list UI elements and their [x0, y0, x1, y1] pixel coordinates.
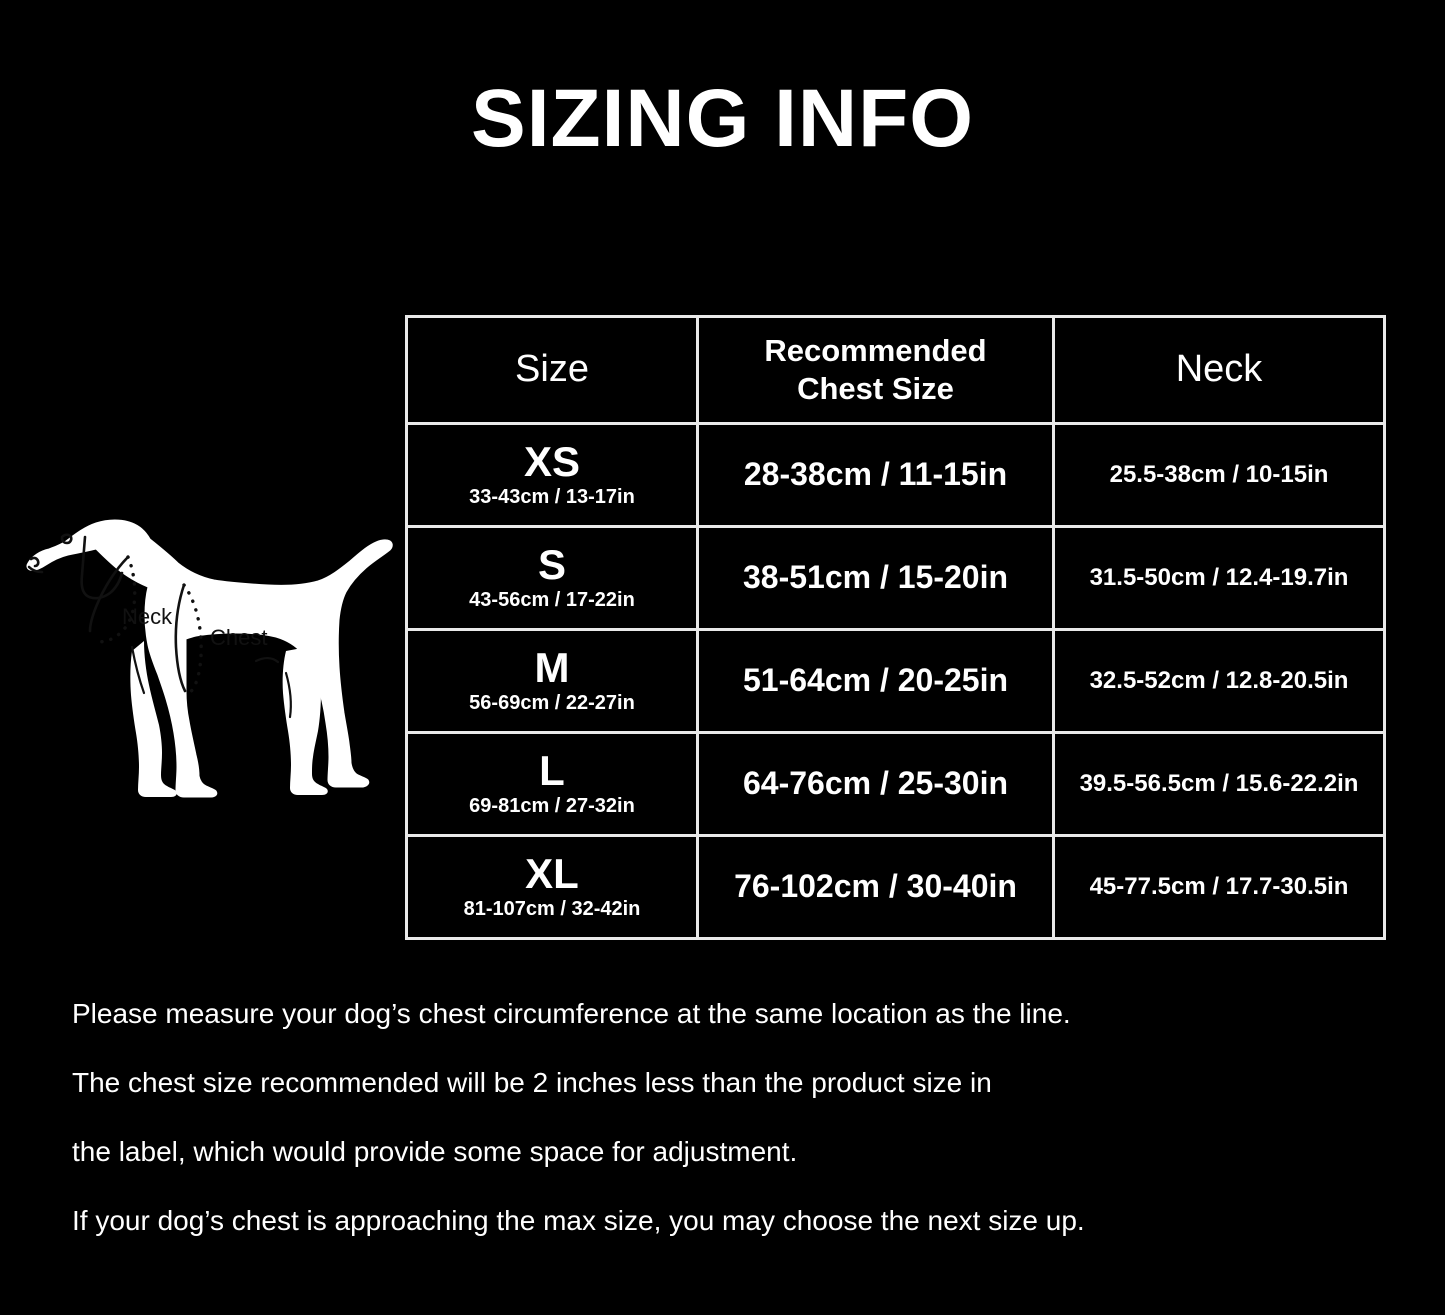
- cell-neck: 39.5-56.5cm / 15.6-22.2in: [1052, 731, 1386, 837]
- header-chest-line1: Recommended: [764, 332, 987, 368]
- cell-neck: 45-77.5cm / 17.7-30.5in: [1052, 834, 1386, 940]
- chest-value: 51-64cm / 20-25in: [742, 662, 1009, 699]
- dog-shoulder-line: [130, 645, 146, 695]
- table-row: M 56-69cm / 22-27in 51-64cm / 20-25in 32…: [405, 628, 1386, 734]
- chest-value: 28-38cm / 11-15in: [743, 456, 1008, 493]
- chest-measure-dotted: [182, 583, 203, 695]
- neck-value: 31.5-50cm / 12.4-19.7in: [1089, 563, 1349, 591]
- dog-illustration: [18, 495, 418, 815]
- cell-chest: 51-64cm / 20-25in: [696, 628, 1055, 734]
- table-row: S 43-56cm / 17-22in 38-51cm / 15-20in 31…: [405, 525, 1386, 631]
- cell-size: XL 81-107cm / 32-42in: [405, 834, 699, 940]
- cell-size: XS 33-43cm / 13-17in: [405, 422, 699, 528]
- cell-chest: 64-76cm / 25-30in: [696, 731, 1055, 837]
- size-code: M: [534, 643, 570, 691]
- dog-hind-far-leg: [282, 645, 328, 795]
- header-chest-line2: Chest Size: [797, 371, 954, 406]
- neck-measure-solid: [88, 555, 130, 633]
- dog-flank-line: [254, 657, 280, 664]
- cell-size: S 43-56cm / 17-22in: [405, 525, 699, 631]
- dog-silhouette-svg: [26, 519, 393, 798]
- neck-value: 45-77.5cm / 17.7-30.5in: [1089, 872, 1349, 900]
- table-row: XL 81-107cm / 32-42in 76-102cm / 30-40in…: [405, 834, 1386, 940]
- neck-value: 25.5-38cm / 10-15in: [1109, 460, 1329, 488]
- instruction-line: the label, which would provide some spac…: [72, 1136, 798, 1167]
- size-code: L: [539, 746, 565, 794]
- size-range: 56-69cm / 22-27in: [469, 692, 635, 715]
- table-row: XS 33-43cm / 13-17in 28-38cm / 11-15in 2…: [405, 422, 1386, 528]
- chest-value: 76-102cm / 30-40in: [734, 868, 1017, 905]
- chest-measure-label: Chest: [210, 625, 268, 650]
- size-code: S: [537, 540, 566, 588]
- header-chest: Recommended Chest Size: [696, 315, 1055, 425]
- size-range: 69-81cm / 27-32in: [469, 795, 635, 818]
- instruction-line: The chest size recommended will be 2 inc…: [72, 1067, 992, 1098]
- size-range: 81-107cm / 32-42in: [463, 898, 641, 921]
- neck-measure-label: Neck: [122, 604, 173, 629]
- table-row: L 69-81cm / 27-32in 64-76cm / 25-30in 39…: [405, 731, 1386, 837]
- instructions-block: Please measure your dog’s chest circumfe…: [72, 1000, 1392, 1235]
- cell-chest: 28-38cm / 11-15in: [696, 422, 1055, 528]
- header-size: Size: [405, 315, 699, 425]
- table-header-row: Size Recommended Chest Size Neck: [405, 315, 1386, 425]
- dog-ear-outline: [80, 535, 124, 600]
- cell-neck: 31.5-50cm / 12.4-19.7in: [1052, 525, 1386, 631]
- size-range: 33-43cm / 13-17in: [469, 486, 635, 509]
- dog-body-shape: [26, 519, 393, 798]
- size-code: XL: [525, 849, 579, 897]
- cell-neck: 32.5-52cm / 12.8-20.5in: [1052, 628, 1386, 734]
- chest-value: 64-76cm / 25-30in: [742, 765, 1009, 802]
- cell-chest: 76-102cm / 30-40in: [696, 834, 1055, 940]
- cell-size: M 56-69cm / 22-27in: [405, 628, 699, 734]
- sizing-table: Size Recommended Chest Size Neck XS 33-4…: [405, 315, 1386, 940]
- size-range: 43-56cm / 17-22in: [469, 589, 635, 612]
- instruction-line: If your dog’s chest is approaching the m…: [72, 1205, 1085, 1236]
- dog-hind-leg-line: [284, 671, 292, 719]
- cell-chest: 38-51cm / 15-20in: [696, 525, 1055, 631]
- instruction-line: Please measure your dog’s chest circumfe…: [72, 998, 1071, 1029]
- dog-front-far-leg: [130, 641, 177, 797]
- chest-measure-solid: [174, 583, 187, 693]
- cell-neck: 25.5-38cm / 10-15in: [1052, 422, 1386, 528]
- sizing-table-container: Size Recommended Chest Size Neck XS 33-4…: [405, 315, 1386, 940]
- chest-value: 38-51cm / 15-20in: [742, 559, 1009, 596]
- size-code: XS: [523, 437, 581, 485]
- cell-size: L 69-81cm / 27-32in: [405, 731, 699, 837]
- header-neck: Neck: [1052, 315, 1386, 425]
- neck-value: 39.5-56.5cm / 15.6-22.2in: [1079, 769, 1359, 797]
- neck-value: 32.5-52cm / 12.8-20.5in: [1089, 666, 1349, 694]
- page-title: SIZING INFO: [471, 73, 974, 164]
- dog-eye: [60, 533, 73, 545]
- dog-nose: [27, 556, 44, 574]
